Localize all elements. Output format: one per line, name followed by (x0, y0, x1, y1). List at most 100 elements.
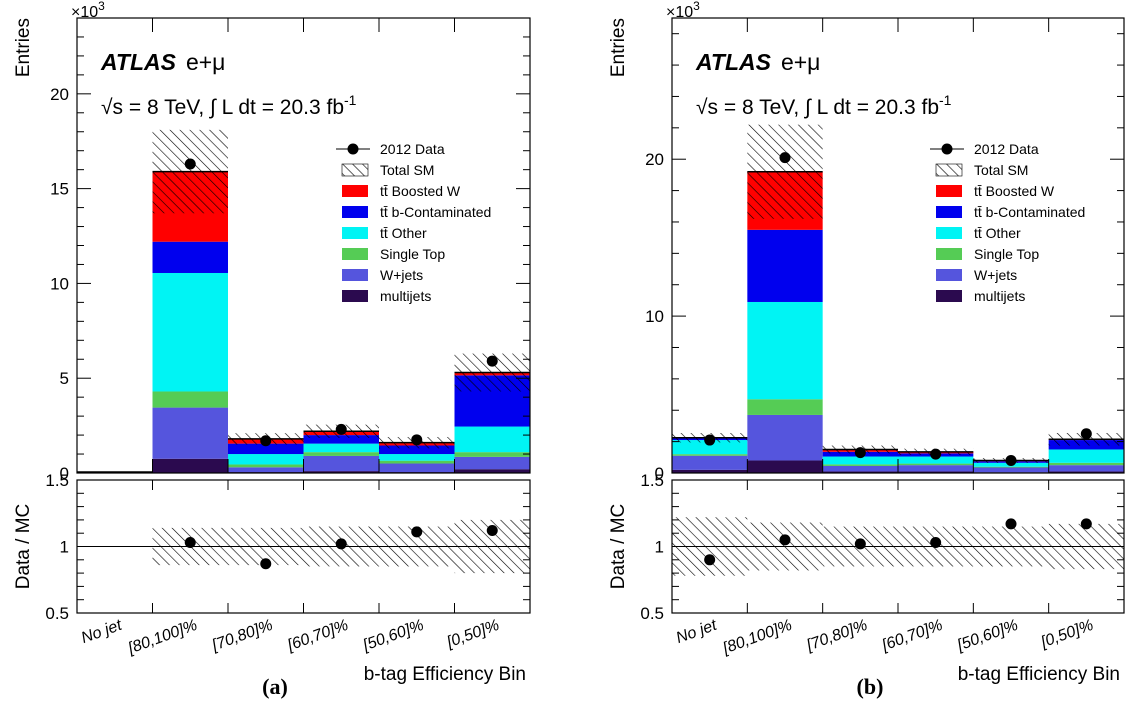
bar-w-jets-4 (379, 463, 455, 473)
data-point-0 (704, 434, 716, 446)
ratio-point-5 (486, 525, 498, 537)
legend-label-4: tt̄ b-Contaminated (974, 204, 1085, 220)
y-tick-label: 20 (50, 85, 69, 104)
legend-swatch-total-sm (341, 163, 369, 177)
ratio-point-2 (260, 558, 272, 570)
energy-lumi-label: √s = 8 TeV, ∫ L dt = 20.3 fb-1 (101, 92, 357, 119)
legend-swatch-1 (342, 269, 368, 281)
x-tick-label: [0,50]% (1038, 617, 1096, 652)
y-axis-title: Entries (608, 18, 629, 77)
legend-label-3: tt̄ Other (974, 225, 1021, 241)
chart-panel-1: 0 5 10 15 20 Entries ×103 ATLAS e+μ √s = 8 TeV, ∫… (13, 0, 531, 699)
ratio-y-axis-title: Data / MC (13, 504, 34, 590)
bar-single-top-2 (228, 464, 304, 468)
y-tick-label: 20 (645, 150, 664, 169)
x-axis-title: b-tag Efficiency Bin (364, 664, 526, 685)
bar-single-top-1 (152, 391, 228, 408)
legend-swatch-3 (936, 227, 962, 239)
bar-tt-b-contaminated-3 (303, 435, 379, 444)
bar-tt-other-1 (747, 301, 823, 400)
legend-label-0: multijets (380, 288, 431, 304)
legend-swatch-total-sm (935, 163, 963, 177)
bar-single-top-2 (822, 464, 898, 466)
bar-multijets-1 (747, 460, 823, 473)
x-tick-label: [50,60]% (360, 617, 426, 655)
bar-single-top-1 (747, 399, 823, 415)
bar-multijets-2 (822, 471, 898, 473)
x-tick-label: [70,80]% (209, 617, 275, 655)
bar-tt-other-3 (303, 443, 379, 453)
bar-multijets-5 (1048, 471, 1124, 473)
experiment-name: ATLAS (100, 49, 177, 75)
bar-w-jets-5 (1048, 465, 1124, 472)
ratio-y-tick-label: 1 (60, 538, 69, 557)
legend-swatch-2 (936, 248, 962, 260)
ratio-y-tick-label: 0.5 (640, 604, 664, 623)
x-tick-label: No jet (674, 617, 720, 647)
data-point-3 (335, 423, 347, 435)
data-point-3 (930, 448, 942, 460)
legend-label-total-sm: Total SM (974, 162, 1028, 178)
x-tick-label: No jet (79, 617, 125, 647)
ratio-point-3 (930, 537, 942, 549)
legend-label-5: tt̄ Boosted W (380, 183, 461, 199)
bar-multijets-0 (672, 469, 748, 473)
ratio-point-5 (1080, 518, 1092, 530)
panel-caption: (b) (857, 674, 884, 699)
x-tick-label: [0,50]% (444, 617, 502, 652)
legend: 2012 Data Total SM tt̄ Boosted W tt̄ b-Cont… (336, 141, 491, 304)
channel-label: e+μ (186, 49, 225, 75)
bar-single-top-3 (303, 452, 379, 456)
bar-single-top-4 (379, 460, 455, 464)
data-point-4 (1005, 454, 1017, 466)
bar-multijets-3 (898, 471, 974, 473)
bar-tt-b-contaminated-1 (747, 229, 823, 302)
y-multiplier: ×103 (666, 0, 700, 21)
legend: 2012 Data Total SM tt̄ Boosted W tt̄ b-Cont… (930, 141, 1085, 304)
legend-swatch-0 (936, 290, 962, 302)
data-point-5 (486, 355, 498, 367)
energy-lumi-label: √s = 8 TeV, ∫ L dt = 20.3 fb-1 (696, 92, 952, 119)
bar-tt-b-contaminated-4 (379, 445, 455, 455)
legend-swatch-1 (936, 269, 962, 281)
y-multiplier-exp: 3 (693, 0, 700, 13)
bar-tt-b-contaminated-1 (152, 241, 228, 273)
bar-w-jets-5 (454, 456, 530, 470)
bar-multijets-1 (152, 458, 228, 473)
legend-label-1: W+jets (380, 267, 423, 283)
atlas-label: ATLAS e+μ (695, 49, 820, 75)
lumi-exponent: -1 (344, 92, 357, 108)
y-tick-label: 0 (60, 464, 69, 483)
data-point-2 (260, 435, 272, 447)
ratio-y-tick-label: 1.5 (640, 471, 664, 490)
data-point-2 (854, 447, 866, 459)
y-tick-label: 5 (60, 369, 69, 388)
chart-panel-2: 0 10 20 Entries ×103 ATLAS e+μ √s = 8 TeV, ∫ L … (608, 0, 1125, 699)
legend-swatch-5 (342, 185, 368, 197)
bar-tt-b-contaminated-2 (228, 443, 304, 455)
panel-caption: (a) (262, 674, 288, 699)
bar-tt-other-4 (379, 454, 455, 461)
energy-lumi-text: √s = 8 TeV, ∫ L dt = 20.3 fb (101, 96, 344, 119)
uncertainty-band-1 (152, 129, 228, 214)
bar-single-top-5 (454, 452, 530, 457)
lumi-exponent: -1 (939, 92, 952, 108)
experiment-name: ATLAS (695, 49, 772, 75)
ratio-y-tick-label: 1.5 (45, 471, 69, 490)
legend-label-2: Single Top (974, 246, 1039, 262)
legend-label-3: tt̄ Other (380, 225, 427, 241)
x-tick-label: [80,100]% (720, 617, 794, 658)
channel-label: e+μ (781, 49, 820, 75)
legend-label-0: multijets (974, 288, 1025, 304)
y-tick-label: 0 (655, 464, 664, 483)
bar-w-jets-2 (228, 467, 304, 473)
x-tick-label: [80,100]% (125, 617, 199, 658)
legend-swatch-2 (342, 248, 368, 260)
legend-label-data: 2012 Data (974, 141, 1039, 157)
bar-tt-other-0 (672, 440, 748, 455)
main-frame (671, 17, 1125, 474)
y-tick-label: 15 (50, 180, 69, 199)
bar-w-jets-0 (672, 455, 748, 470)
x-axis-title: b-tag Efficiency Bin (958, 664, 1120, 685)
